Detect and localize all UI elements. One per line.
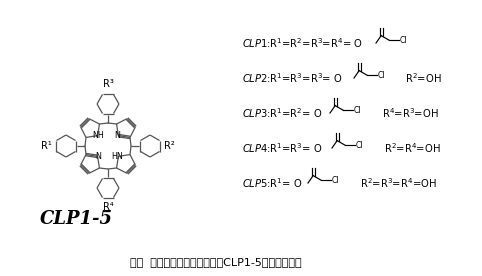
Text: $\mathit{CLP3}$:R$^1$=R$^2$= O: $\mathit{CLP3}$:R$^1$=R$^2$= O bbox=[242, 106, 322, 120]
Text: N: N bbox=[114, 131, 120, 140]
Text: $\mathit{CLP5}$:R$^1$= O: $\mathit{CLP5}$:R$^1$= O bbox=[242, 176, 302, 190]
Text: Cl: Cl bbox=[378, 71, 385, 80]
Text: 图一  系列氯乙酰基氧基叶啉（CLP1-5）结构示意图: 图一 系列氯乙酰基氧基叶啉（CLP1-5）结构示意图 bbox=[130, 257, 302, 267]
Text: R$^2$=R$^4$=OH: R$^2$=R$^4$=OH bbox=[384, 141, 441, 155]
Text: Cl: Cl bbox=[356, 141, 363, 150]
Text: Cl: Cl bbox=[332, 176, 339, 185]
Text: R$^4$=R$^3$=OH: R$^4$=R$^3$=OH bbox=[382, 106, 439, 120]
Text: $\mathit{CLP4}$:R$^1$=R$^3$= O: $\mathit{CLP4}$:R$^1$=R$^3$= O bbox=[242, 141, 322, 155]
Text: $\mathit{CLP2}$:R$^1$=R$^3$=R$^3$= O: $\mathit{CLP2}$:R$^1$=R$^3$=R$^3$= O bbox=[242, 71, 343, 85]
Text: CLP1-5: CLP1-5 bbox=[40, 210, 113, 228]
Text: N: N bbox=[95, 152, 102, 161]
Text: Cl: Cl bbox=[400, 36, 407, 45]
Text: R$^2$=R$^3$=R$^4$=OH: R$^2$=R$^3$=R$^4$=OH bbox=[360, 176, 437, 190]
Text: R³: R³ bbox=[103, 79, 113, 89]
Text: Cl: Cl bbox=[354, 106, 362, 115]
Text: R⁴: R⁴ bbox=[103, 202, 113, 212]
Text: NH: NH bbox=[93, 131, 105, 140]
Text: R²: R² bbox=[164, 141, 175, 151]
Text: HN: HN bbox=[111, 152, 123, 161]
Text: $\mathit{CLP1}$:R$^1$=R$^2$=R$^3$=R$^4$= O: $\mathit{CLP1}$:R$^1$=R$^2$=R$^3$=R$^4$=… bbox=[242, 36, 363, 50]
Text: R$^2$=OH: R$^2$=OH bbox=[405, 71, 442, 85]
Text: R¹: R¹ bbox=[41, 141, 52, 151]
